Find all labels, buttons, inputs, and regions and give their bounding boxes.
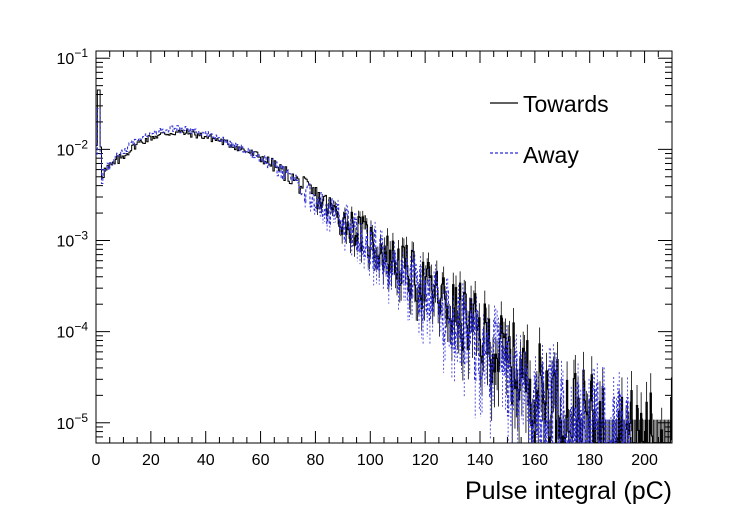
y-tick-label: 10−2 <box>57 137 89 159</box>
y-tick-label: 10−1 <box>57 46 89 68</box>
x-tick-label: 120 <box>412 452 439 469</box>
x-tick-label: 0 <box>92 452 101 469</box>
y-tick-label: 10−5 <box>57 411 89 433</box>
y-tick-exponent: −2 <box>74 137 88 151</box>
x-tick-label: 160 <box>522 452 549 469</box>
y-tick-base: 10 <box>57 325 75 342</box>
y-tick-label: 10−3 <box>57 228 89 250</box>
x-tick-label: 80 <box>307 452 325 469</box>
y-tick-base: 10 <box>57 233 75 250</box>
x-tick-label: 20 <box>142 452 160 469</box>
x-tick-labels: 0 20 40 60 80 100 120 140 160 180 200 <box>92 452 658 469</box>
x-axis-title: Pulse integral (pC) <box>465 477 672 505</box>
y-tick-exponent: −3 <box>74 228 88 242</box>
y-tick-labels: 10−110−210−310−410−5 <box>57 46 89 433</box>
x-tick-label: 100 <box>357 452 384 469</box>
x-tick-label: 40 <box>197 452 215 469</box>
y-tick-base: 10 <box>57 51 75 68</box>
y-tick-exponent: −4 <box>74 320 88 334</box>
series-away <box>96 107 631 444</box>
y-tick-base: 10 <box>57 416 75 433</box>
axis-ticks <box>95 51 673 444</box>
legend: Towards Away <box>490 91 609 168</box>
x-tick-label: 200 <box>631 452 658 469</box>
y-tick-exponent: −5 <box>74 411 88 425</box>
y-tick-exponent: −1 <box>74 46 88 60</box>
x-tick-label: 180 <box>576 452 603 469</box>
legend-towards-label: Towards <box>523 91 609 117</box>
x-tick-label: 60 <box>252 452 270 469</box>
series-line-away <box>96 107 631 444</box>
legend-away-label: Away <box>523 142 579 168</box>
series-layer <box>96 89 672 444</box>
x-tick-label: 140 <box>467 452 494 469</box>
y-tick-label: 10−4 <box>57 320 89 342</box>
y-tick-base: 10 <box>57 142 75 159</box>
